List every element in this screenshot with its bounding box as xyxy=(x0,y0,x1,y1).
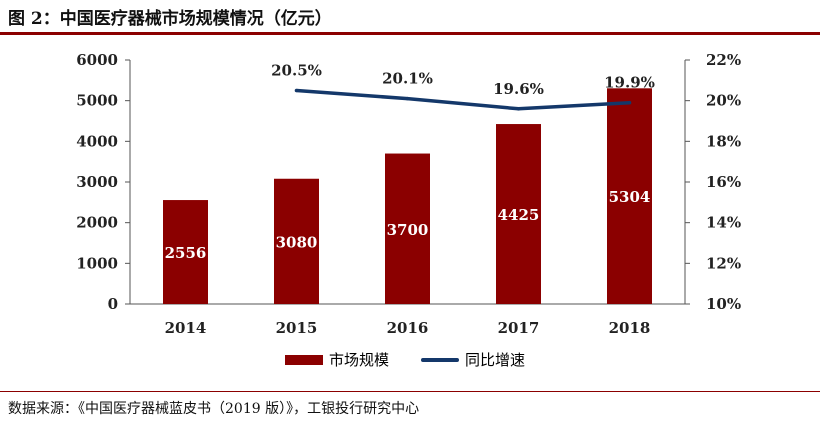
bar xyxy=(274,178,319,304)
growth-value-label: 19.9% xyxy=(604,74,655,92)
bar xyxy=(607,88,652,304)
figure-title: 图 2：中国医疗器械市场规模情况（亿元） xyxy=(8,9,332,29)
legend-label-line: 同比增速 xyxy=(465,351,526,369)
legend: 市场规模 同比增速 xyxy=(285,349,557,370)
growth-value-label: 20.1% xyxy=(382,70,433,88)
left-tick-label: 0 xyxy=(108,295,118,313)
chart-axes: 0 1000 2000 3000 4000 5000 6000 10% 12% 14% 16% 18%… xyxy=(76,51,741,337)
right-tick-label: 16% xyxy=(706,173,741,191)
right-tick-label: 20% xyxy=(706,92,741,110)
bar-series xyxy=(163,88,652,304)
x-tick-label: 2015 xyxy=(276,319,318,337)
source-rule xyxy=(0,391,820,392)
left-tick-label: 1000 xyxy=(76,254,118,272)
x-tick-label: 2014 xyxy=(165,319,207,337)
growth-point xyxy=(294,88,299,93)
bar-value-label: 3080 xyxy=(276,233,318,251)
x-tick-label: 2018 xyxy=(609,319,651,337)
growth-line xyxy=(296,88,630,111)
line-series xyxy=(294,88,632,111)
left-tick-label: 6000 xyxy=(76,51,118,69)
growth-value-label: 20.5% xyxy=(271,62,322,80)
legend-item-bar: 市场规模 xyxy=(285,349,389,370)
bar xyxy=(385,153,430,304)
x-tick-label: 2016 xyxy=(387,319,429,337)
legend-label-bar: 市场规模 xyxy=(329,351,390,369)
left-tick-label: 3000 xyxy=(76,173,118,191)
legend-item-line: 同比增速 xyxy=(421,349,525,370)
combo-chart: 0 1000 2000 3000 4000 5000 6000 10% 12% 14% 16% 18%… xyxy=(76,51,741,337)
growth-point xyxy=(516,107,521,111)
legend-swatch-line xyxy=(421,357,460,362)
right-tick-label: 10% xyxy=(706,295,741,313)
title-rule xyxy=(0,32,820,35)
growth-point xyxy=(627,100,632,105)
bar xyxy=(163,200,208,304)
bar-value-label: 2556 xyxy=(165,244,207,262)
left-tick-label: 5000 xyxy=(76,92,118,110)
growth-value-label: 19.6% xyxy=(493,80,544,98)
bar-value-label: 3700 xyxy=(387,221,429,239)
right-tick-label: 22% xyxy=(706,51,741,69)
legend-swatch-bar xyxy=(285,354,323,365)
right-tick-label: 14% xyxy=(706,214,741,232)
right-tick-label: 12% xyxy=(706,254,741,272)
right-tick-label: 18% xyxy=(706,132,741,150)
data-labels: 2556 3080 3700 4425 5304 20.5% 20.1% 19.6% 19.9% xyxy=(165,62,655,263)
bar-value-label: 5304 xyxy=(609,188,651,206)
bar xyxy=(496,124,541,304)
x-tick-label: 2017 xyxy=(498,319,540,337)
left-tick-label: 4000 xyxy=(76,132,118,150)
bar-value-label: 4425 xyxy=(498,206,540,224)
growth-point xyxy=(405,96,410,101)
source-note: 数据来源：《中国医疗器械蓝皮书（2019 版）》，工银投行研究中心 xyxy=(8,401,420,417)
left-tick-label: 2000 xyxy=(76,214,118,232)
